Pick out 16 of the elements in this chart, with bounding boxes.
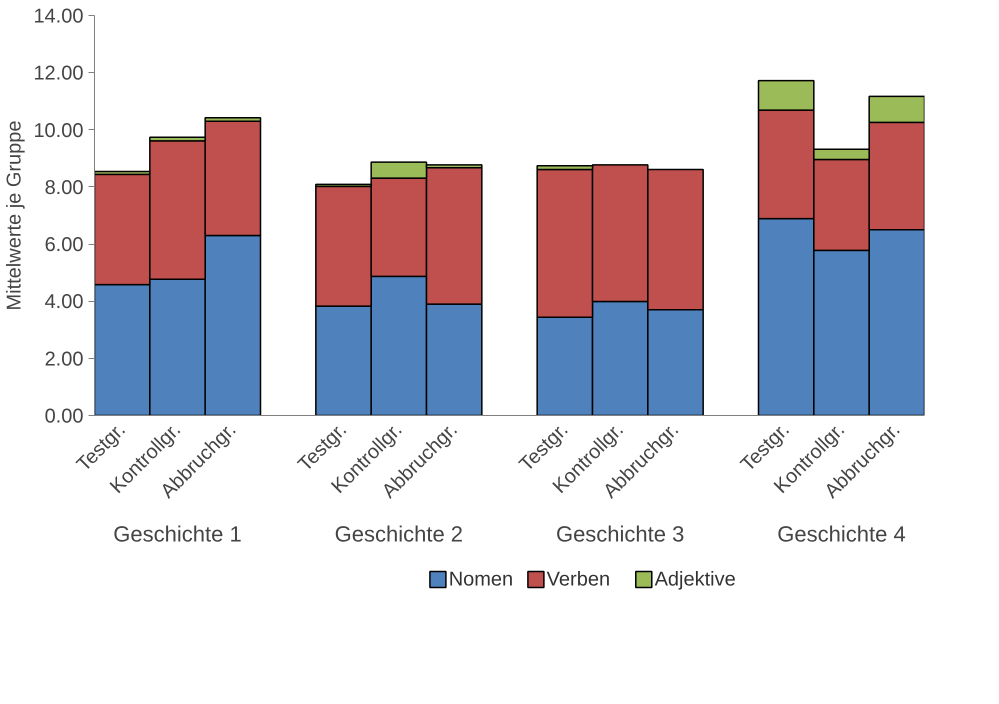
legend-label: Nomen <box>448 568 514 590</box>
text: Geschichte 3 <box>556 522 684 546</box>
y-tick-label: 4.00 <box>44 291 84 314</box>
legend-label: Adjektive <box>654 568 736 590</box>
y-tick-label: 12.00 <box>33 62 84 85</box>
y-axis-title: Mittelwerte je Gruppe <box>3 120 26 311</box>
y-tick-label: 2.00 <box>44 348 84 370</box>
text: Geschichte 2 <box>334 522 464 546</box>
legend-label: Verben <box>546 568 610 590</box>
text: Geschichte 4 <box>777 522 906 546</box>
y-tick-label: 8.00 <box>44 176 84 199</box>
y-tick-label: 10.00 <box>33 120 84 142</box>
text: Geschichte 1 <box>113 522 242 546</box>
y-tick-label: 0.00 <box>44 406 84 428</box>
y-tick-label: 14.00 <box>33 6 84 28</box>
y-tick-label: 6.00 <box>44 234 84 256</box>
